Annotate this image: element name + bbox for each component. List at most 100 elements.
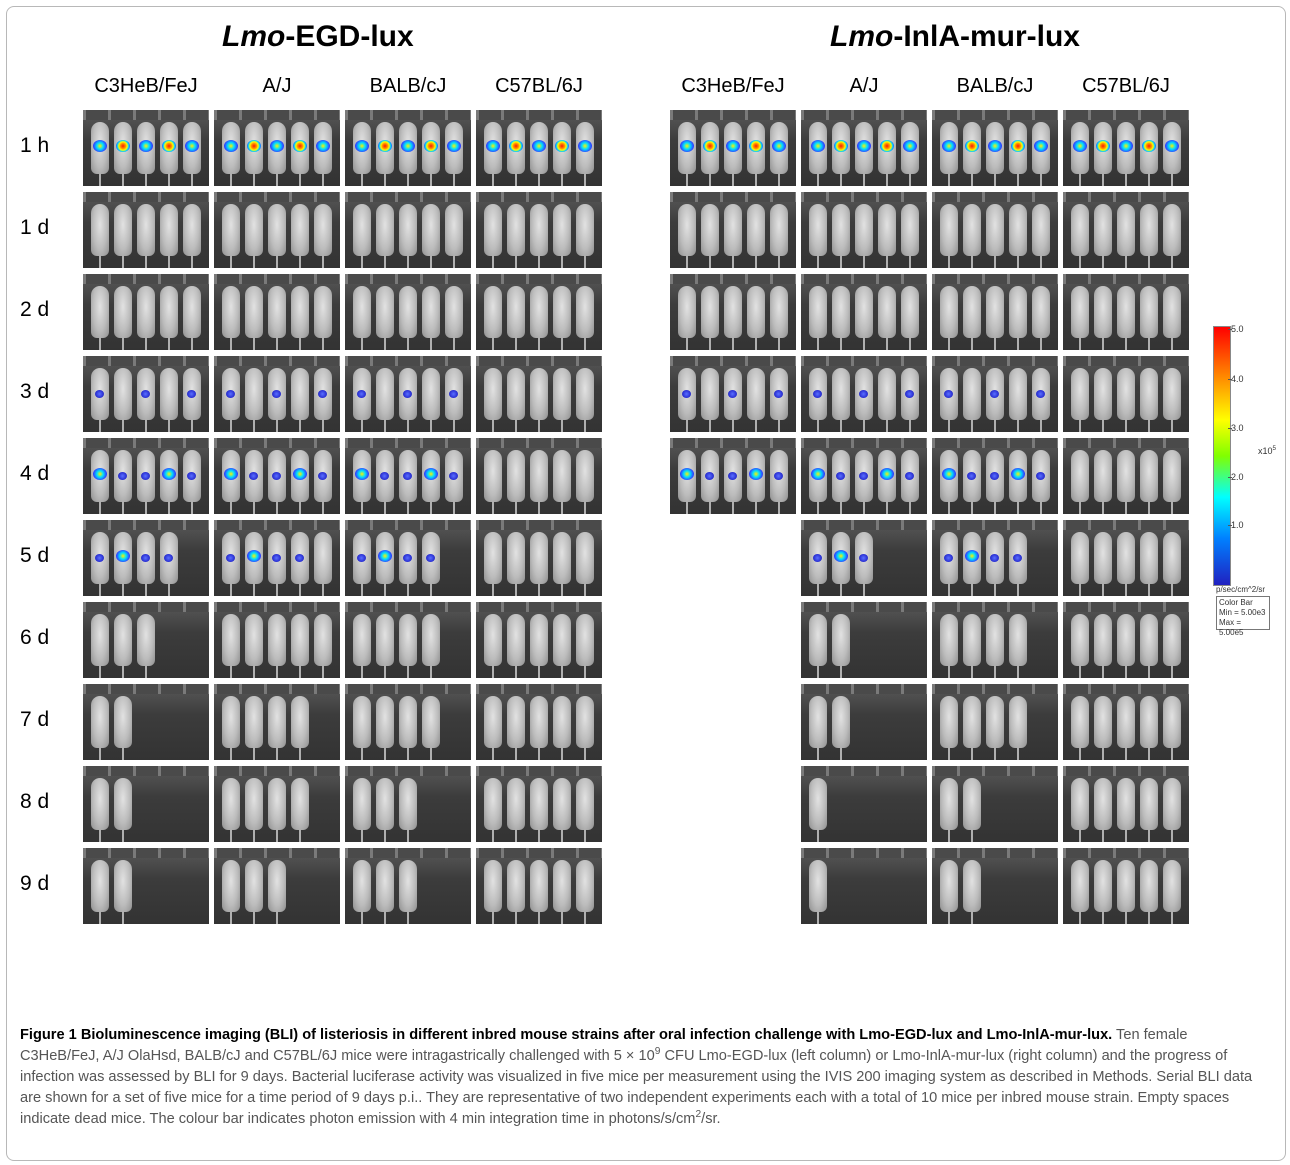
bioluminescence-signal	[967, 472, 976, 480]
bioluminescence-signal	[880, 468, 894, 480]
mouse-image	[1140, 696, 1158, 760]
mouse-image	[770, 122, 788, 186]
mouse-image	[1140, 450, 1158, 514]
bioluminescence-signal	[942, 468, 956, 480]
mouse-image	[91, 450, 109, 514]
bioluminescence-signal	[836, 472, 845, 480]
mouse-image	[245, 696, 263, 760]
mouse-image	[809, 860, 827, 924]
mouse-image	[1117, 286, 1135, 350]
mouse-image	[1032, 286, 1050, 350]
mouse-image	[268, 286, 286, 350]
bioluminescence-signal	[293, 140, 307, 152]
mouse-image	[291, 368, 309, 432]
mouse-image	[91, 204, 109, 268]
mouse-image	[576, 368, 594, 432]
mouse-image	[963, 368, 981, 432]
bioluminescence-signal	[728, 390, 737, 398]
bli-image-panel	[476, 110, 602, 186]
mouse-image	[399, 696, 417, 760]
mouse-image	[1009, 368, 1027, 432]
mouse-image	[507, 368, 525, 432]
mouse-image	[353, 696, 371, 760]
bioluminescence-signal	[988, 140, 1002, 152]
bli-image-panel	[1063, 684, 1189, 760]
mouse-image	[855, 368, 873, 432]
mouse-image	[1071, 614, 1089, 678]
bli-image-panel	[932, 766, 1058, 842]
mouse-image	[245, 778, 263, 842]
bli-image-panel	[670, 110, 796, 186]
mouse-image	[422, 696, 440, 760]
bioluminescence-signal	[403, 390, 412, 398]
bioluminescence-signal	[378, 550, 392, 562]
mouse-image	[940, 696, 958, 760]
mouse-image	[399, 450, 417, 514]
bli-image-panel	[932, 520, 1058, 596]
mouse-image	[855, 450, 873, 514]
mouse-image	[268, 122, 286, 186]
colorbar-box-max: Max = 5.00e5	[1219, 618, 1244, 637]
timepoint-label: 6 d	[20, 626, 50, 649]
mouse-image	[222, 696, 240, 760]
mouse-image	[963, 614, 981, 678]
mouse-image	[114, 286, 132, 350]
caption-text-2: CFU Lmo-EGD-lux (left column) or Lmo-Inl…	[20, 1048, 1253, 1127]
mouse-image	[1071, 122, 1089, 186]
bli-image-panel	[345, 192, 471, 268]
mouse-image	[832, 696, 850, 760]
strain-label: C57BL/6J	[495, 75, 583, 97]
mouse-image	[314, 368, 332, 432]
mouse-image	[809, 778, 827, 842]
bioluminescence-signal	[905, 472, 914, 480]
mouse-image	[399, 286, 417, 350]
mouse-image	[553, 614, 571, 678]
bioluminescence-signal	[1096, 140, 1110, 152]
bli-image-panel	[345, 520, 471, 596]
mouse-image	[353, 368, 371, 432]
mouse-image	[245, 450, 263, 514]
strain-label: C57BL/6J	[1082, 75, 1170, 97]
mouse-image	[1140, 122, 1158, 186]
mouse-image	[1094, 614, 1112, 678]
mouse-image	[137, 532, 155, 596]
mouse-image	[376, 286, 394, 350]
mouse-image	[901, 450, 919, 514]
mouse-image	[376, 122, 394, 186]
mouse-image	[245, 860, 263, 924]
bli-image-panel	[476, 848, 602, 924]
mouse-image	[530, 122, 548, 186]
bioluminescence-signal	[813, 390, 822, 398]
colorbar-tick: 4.0	[1228, 374, 1244, 384]
bioluminescence-signal	[1036, 472, 1045, 480]
mouse-image	[530, 368, 548, 432]
mouse-image	[160, 122, 178, 186]
bioluminescence-signal	[680, 468, 694, 480]
mouse-image	[353, 614, 371, 678]
mouse-image	[809, 614, 827, 678]
bioluminescence-signal	[162, 140, 176, 152]
bli-image-panel	[801, 602, 927, 678]
mouse-image	[1117, 532, 1135, 596]
mouse-image	[1071, 696, 1089, 760]
timepoint-label: 1 d	[20, 216, 50, 239]
bli-image-panel	[801, 684, 927, 760]
mouse-image	[1094, 368, 1112, 432]
mouse-image	[1140, 532, 1158, 596]
mouse-image	[507, 860, 525, 924]
mouse-image	[1094, 860, 1112, 924]
bioluminescence-signal	[1142, 140, 1156, 152]
mouse-image	[1117, 122, 1135, 186]
bli-image-panel	[214, 848, 340, 924]
mouse-image	[747, 450, 765, 514]
bioluminescence-signal	[1036, 390, 1045, 398]
bli-image-panel	[345, 274, 471, 350]
strain-label: BALB/cJ	[369, 75, 447, 97]
mouse-image	[376, 778, 394, 842]
mouse-image	[553, 368, 571, 432]
bioluminescence-signal	[578, 140, 592, 152]
bioluminescence-signal	[318, 390, 327, 398]
mouse-image	[291, 614, 309, 678]
bioluminescence-signal	[187, 390, 196, 398]
mouse-image	[399, 614, 417, 678]
